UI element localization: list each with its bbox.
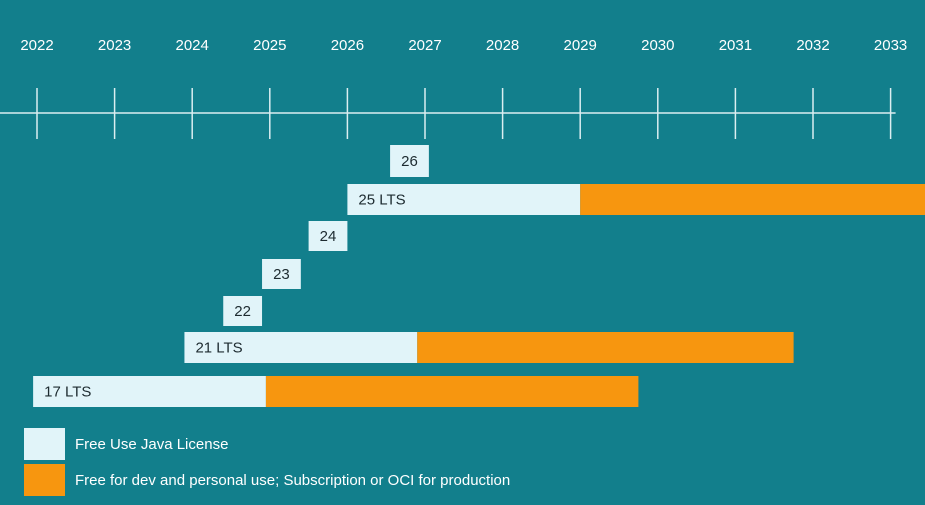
bar-label-23: 23 [273, 266, 290, 283]
year-label-2029: 2029 [564, 37, 597, 54]
year-label-2028: 2028 [486, 37, 519, 54]
timeline-axis: 2022 2023 2024 2025 2026 2027 2028 2029 2030 2031… [0, 37, 907, 139]
bar-paid-17-lts [265, 376, 639, 407]
bar-label-17-lts: 17 LTS [44, 384, 91, 401]
year-label-2024: 2024 [176, 37, 209, 54]
year-label-2023: 2023 [98, 37, 131, 54]
bar-label-24: 24 [320, 228, 337, 245]
year-label-2031: 2031 [719, 37, 752, 54]
bar-paid-21-lts [417, 332, 794, 363]
bar-label-22: 22 [234, 303, 251, 320]
bar-free-17-lts [33, 376, 266, 407]
year-label-2032: 2032 [796, 37, 829, 54]
bar-paid-25-lts [580, 184, 925, 215]
legend-item-free: Free Use Java License [24, 428, 510, 460]
legend-label-paid: Free for dev and personal use; Subscript… [75, 471, 511, 489]
bar-label-26: 26 [401, 153, 418, 170]
legend-label-free: Free Use Java License [75, 435, 229, 453]
bar-free-22 [223, 296, 263, 326]
year-label-2027: 2027 [408, 37, 441, 54]
year-label-2022: 2022 [20, 37, 53, 54]
legend-swatch-paid [24, 464, 65, 496]
bar-label-21-lts: 21 LTS [195, 340, 242, 357]
bar-label-25-lts: 25 LTS [358, 192, 405, 209]
bar-free-24 [308, 221, 348, 251]
year-label-2025: 2025 [253, 37, 286, 54]
year-label-2033: 2033 [874, 37, 907, 54]
year-label-2026: 2026 [331, 37, 364, 54]
bar-free-23 [262, 259, 301, 289]
legend-item-paid: Free for dev and personal use; Subscript… [24, 464, 510, 496]
release-bars: 26 25 LTS 24 23 22 21 LTS 17 LTS [33, 145, 925, 407]
bar-free-25-lts [347, 184, 581, 215]
legend: Free Use Java License Free for dev and p… [24, 428, 510, 500]
year-label-2030: 2030 [641, 37, 674, 54]
bar-free-26 [390, 145, 429, 177]
bar-free-21-lts [184, 332, 418, 363]
legend-swatch-free [24, 428, 65, 460]
